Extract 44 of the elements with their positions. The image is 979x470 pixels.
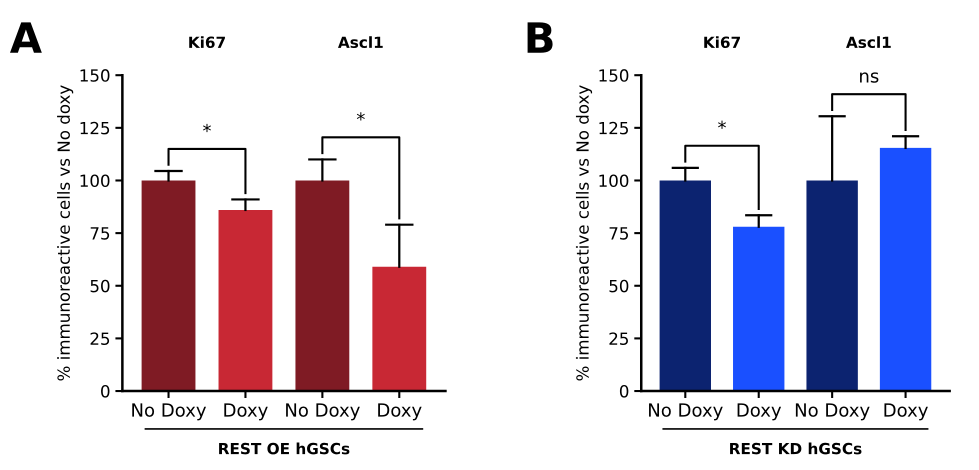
x-tick-label: Doxy	[224, 403, 268, 420]
text: Ki67	[189, 36, 225, 48]
y-tick-label: 150	[599, 69, 628, 82]
annotation: *	[718, 120, 726, 129]
y-tick-label: 100	[599, 174, 628, 188]
x-tick-label: Doxy	[738, 403, 782, 420]
y-tick-label: 125	[80, 122, 110, 134]
x-axis-title: REST KD hGSCs	[730, 442, 862, 454]
bar	[295, 180, 350, 392]
annotation: *	[356, 112, 365, 120]
y-tick-label: 75	[90, 227, 110, 240]
bar	[880, 148, 932, 392]
y-tick-label: 50	[90, 280, 110, 292]
chart-title: A	[10, 22, 42, 53]
x-axis-title: REST OE hGSCs	[219, 442, 350, 454]
y-tick-label: 75	[610, 227, 628, 240]
x-tick-label: No Doxy	[286, 403, 360, 420]
y-tick-label: 0	[101, 385, 110, 398]
bar	[733, 226, 784, 392]
y-tick-label: 25	[609, 332, 628, 345]
bar	[142, 180, 196, 392]
y-axis-title: % immunoreactive cells vs No doxy	[57, 85, 74, 381]
bar	[806, 180, 858, 392]
y-axis-title: % immunoreactive cells vs No doxy	[576, 85, 592, 381]
y-tick-label: 50	[610, 280, 628, 292]
annotation: *	[203, 124, 211, 132]
bar	[372, 266, 426, 392]
annotation: ns	[860, 72, 878, 83]
y-tick-label: 125	[599, 122, 628, 134]
text: Ki67	[704, 36, 740, 48]
chart-title: B	[528, 22, 553, 53]
y-tick-label: 25	[90, 332, 110, 345]
text: Ascl1	[846, 36, 891, 48]
y-tick-label: 0	[620, 385, 628, 398]
bar	[660, 180, 711, 392]
text: Ascl1	[338, 36, 383, 48]
x-tick-label: No Doxy	[796, 403, 870, 420]
y-tick-label: 100	[80, 174, 110, 188]
x-tick-label: No Doxy	[132, 403, 206, 420]
y-tick-label: 150	[80, 69, 110, 82]
x-tick-label: No Doxy	[649, 403, 723, 420]
x-tick-label: Doxy	[884, 403, 928, 420]
x-tick-label: Doxy	[378, 403, 422, 420]
bar	[218, 210, 272, 392]
